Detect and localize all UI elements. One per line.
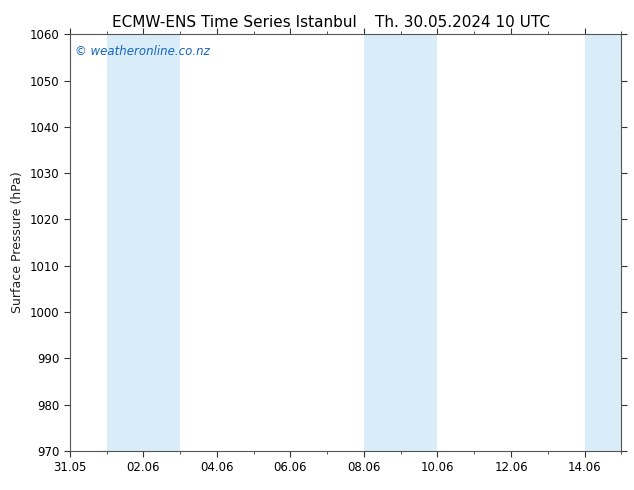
Text: © weatheronline.co.nz: © weatheronline.co.nz	[75, 45, 210, 58]
Bar	[107, 34, 180, 451]
Bar	[364, 34, 437, 451]
Bar	[585, 34, 621, 451]
Text: Th. 30.05.2024 10 UTC: Th. 30.05.2024 10 UTC	[375, 15, 550, 30]
Text: ECMW-ENS Time Series Istanbul: ECMW-ENS Time Series Istanbul	[112, 15, 357, 30]
Y-axis label: Surface Pressure (hPa): Surface Pressure (hPa)	[11, 172, 24, 314]
